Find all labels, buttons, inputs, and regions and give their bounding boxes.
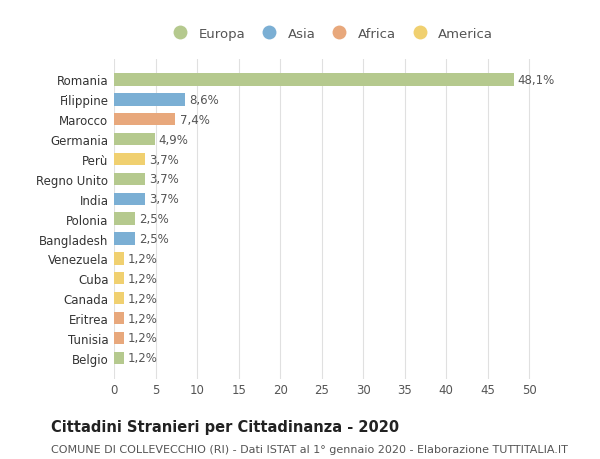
- Text: 48,1%: 48,1%: [518, 74, 555, 87]
- Bar: [114, 213, 135, 225]
- Text: 2,5%: 2,5%: [139, 213, 169, 226]
- Bar: [114, 193, 145, 206]
- Bar: [114, 134, 155, 146]
- Text: 3,7%: 3,7%: [149, 153, 179, 166]
- Text: 2,5%: 2,5%: [139, 233, 169, 246]
- Text: 3,7%: 3,7%: [149, 193, 179, 206]
- Bar: [114, 253, 124, 265]
- Text: 1,2%: 1,2%: [128, 312, 158, 325]
- Bar: [114, 233, 135, 245]
- Legend: Europa, Asia, Africa, America: Europa, Asia, Africa, America: [167, 28, 493, 41]
- Text: 8,6%: 8,6%: [190, 94, 220, 106]
- Bar: [114, 312, 124, 325]
- Bar: [114, 273, 124, 285]
- Text: COMUNE DI COLLEVECCHIO (RI) - Dati ISTAT al 1° gennaio 2020 - Elaborazione TUTTI: COMUNE DI COLLEVECCHIO (RI) - Dati ISTAT…: [51, 444, 568, 454]
- Text: Cittadini Stranieri per Cittadinanza - 2020: Cittadini Stranieri per Cittadinanza - 2…: [51, 419, 399, 434]
- Text: 1,2%: 1,2%: [128, 352, 158, 364]
- Text: 1,2%: 1,2%: [128, 292, 158, 305]
- Text: 3,7%: 3,7%: [149, 173, 179, 186]
- Text: 1,2%: 1,2%: [128, 252, 158, 265]
- Bar: [114, 332, 124, 344]
- Bar: [114, 94, 185, 106]
- Bar: [114, 352, 124, 364]
- Bar: [114, 292, 124, 305]
- Bar: [114, 174, 145, 185]
- Text: 1,2%: 1,2%: [128, 272, 158, 285]
- Text: 4,9%: 4,9%: [159, 134, 189, 146]
- Bar: [114, 74, 514, 86]
- Bar: [114, 114, 175, 126]
- Text: 7,4%: 7,4%: [179, 113, 209, 127]
- Text: 1,2%: 1,2%: [128, 332, 158, 345]
- Bar: [114, 153, 145, 166]
